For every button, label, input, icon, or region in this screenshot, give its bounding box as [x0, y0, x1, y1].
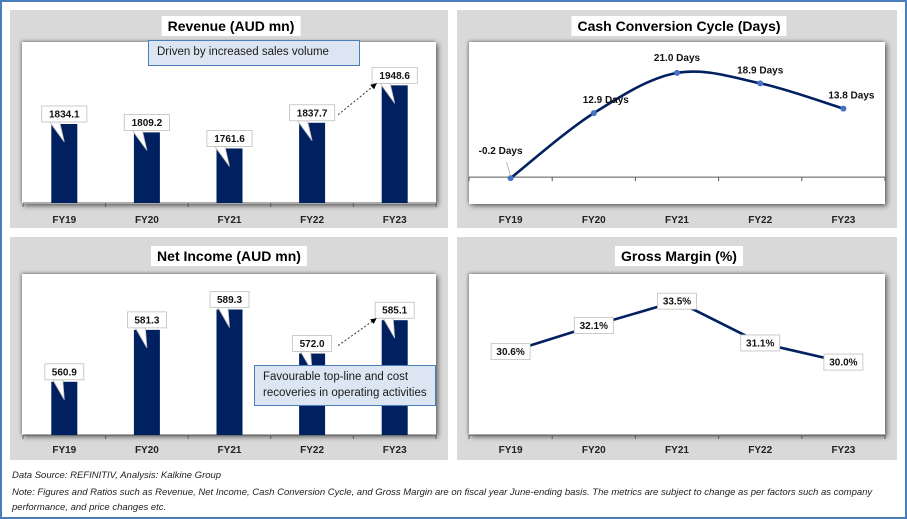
- data-source-note: Data Source: REFINITIV, Analysis: Kalkin…: [12, 470, 222, 481]
- revenue-bar: [299, 122, 326, 203]
- revenue-bar: [216, 148, 243, 203]
- gross-margin-data-label-box: [823, 353, 864, 371]
- revenue-data-label: 1761.6: [214, 134, 245, 145]
- ccc-x-tick-label: FY23: [831, 215, 855, 226]
- revenue-bar: [133, 132, 160, 203]
- footnote-line-2: performance, and price changes etc.: [12, 502, 167, 513]
- revenue-data-label: 1809.2: [132, 118, 163, 129]
- revenue-chart-title: Revenue (AUD mn): [161, 16, 301, 36]
- gross-margin-data-label: 33.5%: [663, 297, 691, 308]
- ccc-panel: FY19 FY20 FY21 FY22 FY23 -0.2 Days 12.9 Days 21…: [457, 10, 897, 228]
- revenue-data-label-box: [289, 104, 336, 122]
- gross-margin-data-label-box: [490, 343, 531, 361]
- ccc-leader-line: [506, 162, 511, 177]
- ccc-x-tick-label: FY20: [582, 215, 606, 226]
- net-income-annotation-callout: Favourable top-line and cost recoveries …: [254, 365, 436, 407]
- ccc-marker: [757, 80, 764, 87]
- net-income-data-label: 585.1: [382, 306, 407, 317]
- ccc-line: [509, 70, 844, 180]
- net-income-data-label: 560.9: [52, 367, 77, 378]
- net-income-x-tick-label: FY20: [135, 445, 159, 456]
- gross-margin-x-tick-label: FY22: [748, 445, 772, 456]
- revenue-data-label: 1834.1: [49, 109, 80, 120]
- ccc-data-label: 21.0 Days: [654, 53, 701, 64]
- gross-margin-chart: FY19 FY20 FY21 FY22 FY23 30.6% 32.1% 33.5% 31.1%…: [468, 292, 886, 456]
- net-income-data-label-box: [127, 311, 167, 329]
- net-income-x-tick-label: FY22: [300, 445, 324, 456]
- gross-margin-data-label: 32.1%: [580, 321, 608, 332]
- gross-margin-x-tick-label: FY23: [831, 445, 855, 456]
- ccc-data-label: 12.9 Days: [583, 95, 630, 106]
- revenue-x-tick-label: FY23: [383, 215, 407, 226]
- ccc-data-label: -0.2 Days: [479, 146, 523, 157]
- gross-margin-data-label: 31.1%: [746, 338, 774, 349]
- revenue-data-label-box: [123, 113, 170, 131]
- gross-margin-panel: FY19 FY20 FY21 FY22 FY23 30.6% 32.1% 33.5% 31.1%…: [457, 237, 897, 460]
- ccc-marker: [507, 175, 514, 182]
- revenue-trend-arrow: [337, 82, 378, 116]
- net-income-x-tick-label: FY19: [52, 445, 76, 456]
- ccc-chart-title: Cash Conversion Cycle (Days): [571, 16, 787, 36]
- net-income-data-label-box: [44, 363, 85, 381]
- ccc-x-tick-label: FY22: [748, 215, 772, 226]
- net-income-x-tick-label: FY21: [218, 445, 242, 456]
- net-income-data-label: 572.0: [300, 339, 325, 350]
- revenue-x-tick-label: FY20: [135, 215, 159, 226]
- revenue-x-tick-label: FY22: [300, 215, 324, 226]
- revenue-bar: [381, 85, 408, 203]
- gross-margin-x-tick-label: FY20: [582, 445, 606, 456]
- ccc-data-label: 18.9 Days: [737, 65, 784, 76]
- net-income-bar: [216, 309, 243, 435]
- net-income-panel: FY19 FY20 FY21 FY22 FY23 560.9 581.3 589.3 572.0…: [10, 237, 448, 460]
- gross-margin-data-label-box: [740, 334, 781, 352]
- revenue-bar: [51, 123, 78, 203]
- gross-margin-x-tick-label: FY21: [665, 445, 689, 456]
- ccc-x-tick-label: FY19: [499, 215, 523, 226]
- gross-margin-data-label: 30.0%: [829, 358, 857, 369]
- revenue-x-tick-label: FY21: [218, 215, 242, 226]
- revenue-data-label-box: [371, 66, 418, 84]
- ccc-chart: FY19 FY20 FY21 FY22 FY23 -0.2 Days 12.9 Days 21…: [468, 53, 886, 226]
- net-income-data-label-box: [292, 335, 333, 352]
- ccc-marker: [840, 105, 847, 112]
- net-income-data-label-box: [374, 301, 415, 319]
- net-income-data-label: 589.3: [217, 295, 242, 306]
- gross-margin-line: [510, 299, 844, 364]
- gross-margin-data-label-box: [573, 317, 614, 334]
- gross-margin-x-tick-label: FY19: [499, 445, 523, 456]
- net-income-chart-title: Net Income (AUD mn): [151, 246, 307, 266]
- revenue-data-label-box: [206, 130, 253, 147]
- net-income-chart: FY19 FY20 FY21 FY22 FY23 560.9 581.3 589.3 572.0…: [22, 291, 437, 456]
- gross-margin-chart-title: Gross Margin (%): [615, 246, 743, 266]
- net-income-data-label: 581.3: [134, 315, 159, 326]
- gross-margin-data-label-box: [657, 292, 697, 310]
- revenue-data-label: 1948.6: [379, 71, 410, 82]
- ccc-data-label: 13.8 Days: [828, 91, 875, 102]
- ccc-marker: [674, 69, 680, 76]
- revenue-annotation-callout: Driven by increased sales volume: [148, 40, 360, 66]
- net-income-bar: [51, 381, 78, 435]
- net-income-data-label-box: [209, 291, 250, 308]
- revenue-x-tick-label: FY19: [52, 215, 76, 226]
- revenue-data-label-box: [41, 105, 88, 123]
- revenue-panel: FY19 FY20 FY21 FY22 FY23 1834.1 1809.2 1761.6 18…: [10, 10, 448, 228]
- footnote-line-1: Note: Figures and Ratios such as Revenue…: [12, 487, 873, 498]
- net-income-trend-arrow: [337, 317, 377, 346]
- gross-margin-data-label: 30.6%: [496, 347, 524, 358]
- revenue-chart: FY19 FY20 FY21 FY22 FY23 1834.1 1809.2 1761.6 18…: [22, 66, 437, 226]
- revenue-data-label: 1837.7: [297, 108, 328, 119]
- ccc-marker: [590, 110, 597, 117]
- ccc-x-tick-label: FY21: [665, 215, 689, 226]
- net-income-x-tick-label: FY23: [383, 445, 407, 456]
